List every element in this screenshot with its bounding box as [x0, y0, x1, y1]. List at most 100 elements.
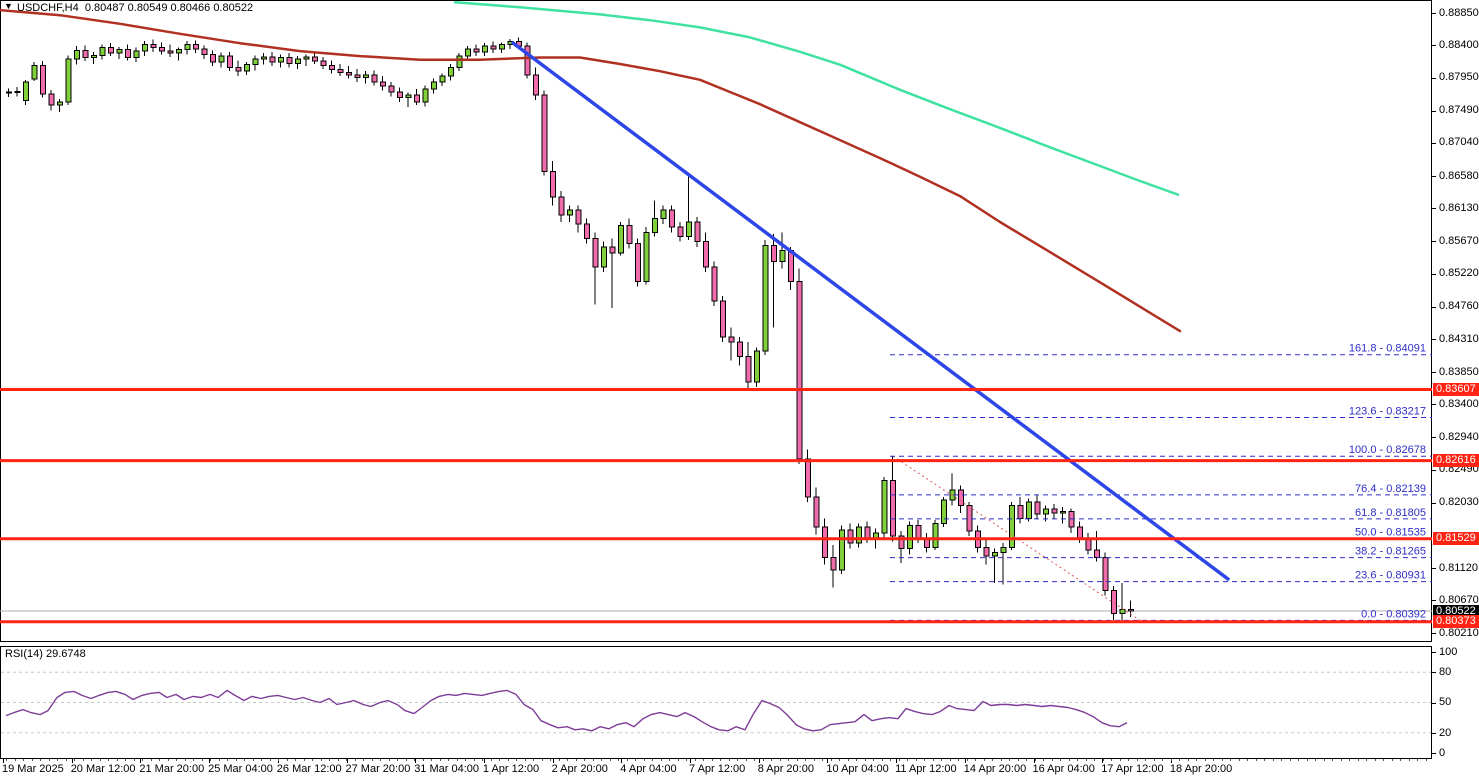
time-minor-tickmark: [584, 759, 585, 761]
candle-body: [669, 209, 675, 228]
candle-body: [575, 209, 582, 225]
time-minor-tickmark: [1196, 759, 1197, 761]
fib-level-label: 161.8 - 0.84091: [1349, 343, 1426, 355]
time-minor-tickmark: [499, 759, 500, 761]
rsi-tick: 20: [1439, 726, 1452, 739]
candle-body: [618, 225, 624, 254]
candle-body: [762, 245, 769, 352]
time-minor-tickmark: [1154, 759, 1155, 761]
candle-body: [584, 223, 590, 239]
candle-body: [737, 341, 743, 357]
candle-body: [822, 526, 828, 558]
candle-body: [983, 546, 990, 557]
rsi-pane[interactable]: [0, 646, 1432, 759]
axis-tickmark: [1432, 13, 1436, 14]
time-minor-tickmark: [729, 759, 730, 761]
candle-body: [371, 74, 378, 83]
time-minor-tickmark: [873, 759, 874, 761]
candle-body: [567, 209, 573, 216]
time-minor-tickmark: [397, 759, 398, 761]
candle-body: [524, 45, 531, 76]
time-minor-tickmark: [210, 759, 211, 761]
time-minor-tickmark: [1145, 759, 1146, 761]
time-minor-tickmark: [1188, 759, 1189, 761]
candle-body: [728, 336, 735, 343]
time-minor-tickmark: [1383, 759, 1384, 761]
time-axis[interactable]: 19 Mar 2025 20 Mar 12:00 21 Mar 20:00 25 Ma…: [0, 759, 1432, 782]
candle-body: [932, 523, 939, 548]
fib-level-label: 0.0 - 0.80392: [1361, 608, 1426, 620]
candle-body: [1000, 546, 1007, 553]
time-minor-tickmark: [1349, 759, 1350, 761]
candle-body: [856, 526, 862, 544]
time-minor-tickmark: [542, 759, 543, 761]
time-minor-tickmark: [465, 759, 466, 761]
time-minor-tickmark: [992, 759, 993, 761]
candle-body: [184, 44, 191, 51]
time-minor-tickmark: [1222, 759, 1223, 761]
level-price-marker: 0.81529: [1433, 532, 1479, 546]
axis-tickmark: [1432, 208, 1436, 210]
candle-body: [193, 44, 199, 50]
candle-body: [1009, 505, 1015, 548]
candle-body: [82, 49, 89, 59]
time-tick-label: 18 Apr 20:00: [1169, 763, 1233, 775]
price-tick: 0.87040: [1439, 136, 1479, 149]
time-minor-tickmark: [1171, 759, 1172, 761]
time-minor-tickmark: [1290, 759, 1291, 761]
candle-body: [779, 250, 786, 262]
candle-body: [890, 479, 896, 537]
price-tick: 0.85670: [1439, 234, 1479, 247]
candle-body: [65, 58, 72, 103]
time-minor-tickmark: [771, 759, 772, 761]
candle-body: [337, 69, 344, 74]
time-minor-tickmark: [797, 759, 798, 761]
candle-body: [346, 72, 352, 76]
axis-tickmark: [1432, 702, 1436, 704]
candle-body: [592, 237, 599, 268]
candle-body: [320, 60, 327, 66]
time-minor-tickmark: [652, 759, 653, 761]
candle-body: [1128, 609, 1134, 612]
time-minor-tickmark: [91, 759, 92, 761]
time-minor-tickmark: [924, 759, 925, 761]
time-minor-tickmark: [848, 759, 849, 761]
candle-body: [830, 556, 837, 571]
axis-tickmark: [1432, 652, 1436, 653]
candle-body: [907, 525, 913, 550]
candle-body: [958, 489, 964, 507]
time-minor-tickmark: [1392, 759, 1393, 761]
candle-body: [23, 81, 29, 102]
candle-body: [533, 74, 539, 96]
time-minor-tickmark: [108, 759, 109, 761]
time-minor-tickmark: [193, 759, 194, 761]
time-minor-tickmark: [933, 759, 934, 761]
time-minor-tickmark: [1358, 759, 1359, 761]
time-tick-label: 31 Mar 04:00: [414, 763, 480, 775]
candle-body: [694, 221, 701, 242]
time-tickmark: [209, 759, 211, 763]
time-minor-tickmark: [1256, 759, 1257, 761]
candle-body: [915, 525, 922, 539]
time-minor-tickmark: [763, 759, 764, 761]
axis-tickmark: [1432, 176, 1436, 177]
candle-body: [1026, 501, 1032, 520]
candle-body: [397, 91, 403, 99]
time-minor-tickmark: [1307, 759, 1308, 761]
time-tickmark: [690, 759, 691, 763]
rsi-pane-border: [0, 646, 1432, 759]
time-minor-tickmark: [1341, 759, 1342, 761]
time-minor-tickmark: [278, 759, 279, 761]
candle-body: [91, 54, 97, 59]
candle-body: [1043, 508, 1049, 515]
price-tick: 0.83850: [1439, 365, 1479, 378]
price-axis[interactable]: 0.88850 0.88400 0.87950 0.87490 0.87040 0.865…: [1432, 0, 1479, 782]
price-tick: 0.86580: [1439, 169, 1479, 182]
price-tick: 0.82030: [1439, 496, 1479, 509]
fib-level-label: 38.2 - 0.81265: [1355, 546, 1426, 558]
time-minor-tickmark: [6, 759, 7, 761]
time-minor-tickmark: [1069, 759, 1070, 761]
main-chart-pane[interactable]: 161.8 - 0.84091 123.6 - 0.83217 100.0 - 0.…: [0, 0, 1432, 642]
rsi-tick: 50: [1439, 696, 1452, 708]
candle-body: [108, 46, 114, 54]
